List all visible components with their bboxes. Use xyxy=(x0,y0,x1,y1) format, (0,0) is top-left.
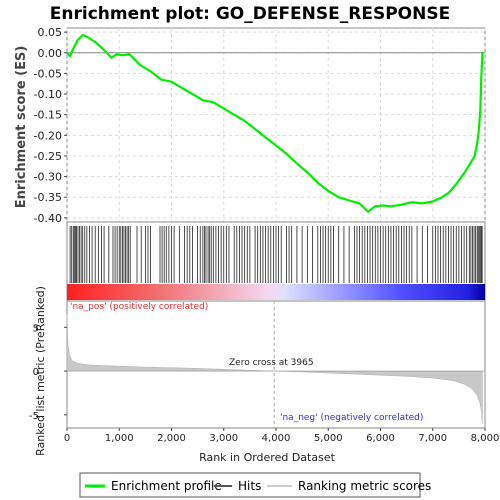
x-axis-label: Rank in Ordered Dataset xyxy=(199,451,336,464)
hits-panel xyxy=(66,221,486,302)
negative-annotation: 'na_neg' (negatively correlated) xyxy=(280,413,423,423)
legend-label: Hits xyxy=(238,479,261,493)
es-y-tick-label: -0.10 xyxy=(34,88,62,101)
es-y-tick-label: -0.15 xyxy=(34,109,62,122)
rank-y-tick-label: 5 xyxy=(33,323,39,334)
es-y-tick-label: -0.05 xyxy=(34,67,62,80)
es-panel: 0.05 0.00 -0.05 -0.10 -0.15 -0.20 -0.25 -0.30 -0… xyxy=(34,26,486,225)
rank-panel: 5 0 -5 'na_pos' (positively correlated) Zero… xyxy=(29,300,500,444)
x-tick-label: 7,000 xyxy=(418,433,447,444)
rank-y-axis-label: Ranked list metric (PreRanked) xyxy=(34,286,47,456)
es-y-tick-label: -0.30 xyxy=(34,171,62,184)
legend-label: Ranking metric scores xyxy=(298,479,431,493)
legend: Enrichment profile Hits Ranking metric sco… xyxy=(79,472,431,498)
x-tick-label: 5,000 xyxy=(314,433,343,444)
x-tick-label: 0 xyxy=(64,433,70,444)
es-y-tick-label: -0.25 xyxy=(34,150,62,163)
x-tick-label: 1,000 xyxy=(105,433,134,444)
x-tick-label: 4,000 xyxy=(262,433,291,444)
chart-title: Enrichment plot: GO_DEFENSE_RESPONSE xyxy=(50,4,450,24)
es-y-tick-label: 0.05 xyxy=(38,26,63,39)
rank-y-tick-label: 0 xyxy=(33,367,39,378)
es-y-axis-label: Enrichment score (ES) xyxy=(14,46,29,209)
rank-y-tick-label: -5 xyxy=(29,411,39,422)
positive-annotation: 'na_pos' (positively correlated) xyxy=(70,302,208,312)
legend-label: Enrichment profile xyxy=(111,479,222,493)
ranking-color-bar xyxy=(67,284,485,300)
x-tick-label: 3,000 xyxy=(209,433,238,444)
es-y-tick-label: -0.40 xyxy=(34,212,62,225)
es-profile-line xyxy=(66,33,484,213)
x-tick-label: 6,000 xyxy=(366,433,395,444)
rank-plot-area xyxy=(66,300,486,429)
es-y-tick-label: -0.35 xyxy=(34,191,62,204)
zero-cross-annotation: Zero cross at 3965 xyxy=(229,358,314,368)
es-y-tick-label: -0.20 xyxy=(34,129,62,142)
x-tick-label: 2,000 xyxy=(157,433,186,444)
legend-box xyxy=(79,472,421,498)
ranking-metric-area xyxy=(66,314,483,424)
es-y-tick-label: 0.00 xyxy=(38,47,63,60)
x-tick-label: 8,000 xyxy=(471,433,500,444)
